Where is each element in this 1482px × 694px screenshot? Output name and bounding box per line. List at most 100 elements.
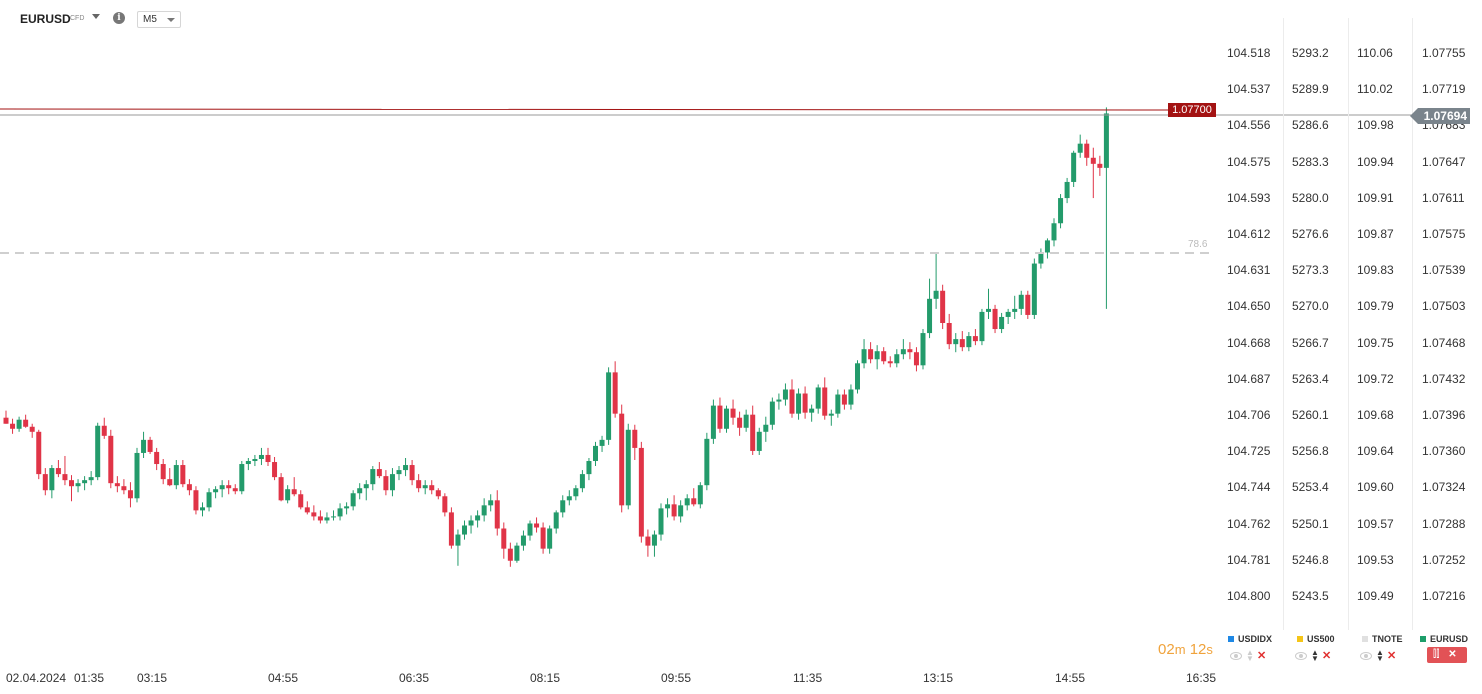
eurusd-tick-label: 1.07468	[1422, 335, 1466, 350]
candle-body	[1097, 163, 1103, 168]
candle-body	[213, 489, 219, 493]
candle-body	[724, 408, 729, 429]
candle-body	[252, 458, 258, 462]
candle-body	[972, 336, 978, 342]
timeframe-select[interactable]: M5	[137, 11, 181, 28]
legend-label: USDIDX	[1238, 634, 1273, 644]
candle-body	[134, 452, 140, 499]
eurusd-tick-label: 1.07252	[1422, 552, 1466, 567]
updown-arrows-icon[interactable]: ▲ ▼	[1311, 647, 1319, 663]
candle-body	[455, 534, 461, 546]
candle-body	[658, 508, 664, 535]
candle-body	[121, 486, 127, 491]
candle-body	[1025, 294, 1031, 315]
eye-icon[interactable]	[1360, 651, 1372, 660]
candle-body	[756, 431, 762, 451]
candle-settings-icon[interactable]: ⫿⫿	[1433, 649, 1440, 660]
us500-tick-label: 5280.0	[1292, 190, 1329, 205]
us500-tick-label: 5293.2	[1292, 46, 1329, 60]
time-tick-label: 14:55	[1055, 671, 1086, 685]
candle-body	[913, 352, 919, 366]
close-icon[interactable]: ✕	[1322, 650, 1332, 662]
close-icon[interactable]: ✕	[1387, 650, 1397, 662]
candle-body	[619, 413, 625, 506]
candle-body	[23, 419, 29, 427]
candle-body	[206, 492, 212, 508]
price-line-tag[interactable]: 1.07700	[1168, 103, 1216, 117]
tnote-tick-label: 109.94	[1357, 154, 1394, 169]
legend-label: US500	[1307, 634, 1335, 644]
candle-body	[841, 394, 847, 405]
candle-body	[331, 516, 336, 518]
candle-body	[95, 425, 101, 478]
candle-body	[29, 426, 35, 432]
candle-body	[167, 479, 173, 486]
candle-body	[848, 389, 854, 405]
candle-body	[815, 387, 821, 409]
legend-tnote[interactable]: TNOTE	[1362, 634, 1403, 644]
candle-body	[874, 351, 880, 360]
candle-body	[953, 339, 959, 345]
candle-body	[272, 462, 278, 478]
candle-body	[147, 439, 153, 452]
tnote-tick-label: 109.57	[1357, 516, 1394, 531]
candle-body	[645, 536, 651, 546]
candle-body	[579, 474, 585, 489]
candle-body	[154, 451, 160, 465]
x-axis-date: 02.04.2024	[6, 671, 67, 685]
eye-icon[interactable]	[1295, 651, 1307, 660]
close-icon[interactable]: ✕	[1448, 649, 1457, 660]
candle-body	[265, 454, 271, 463]
candle-body	[986, 308, 991, 312]
candles-layer	[3, 107, 1109, 567]
candle-body	[383, 476, 389, 491]
candle-body	[200, 507, 205, 511]
usdidx-tick-label: 104.650	[1227, 299, 1271, 314]
tnote-tick-label: 109.64	[1357, 444, 1394, 459]
tnote-tick-label: 109.72	[1357, 371, 1394, 386]
candle-body	[1005, 311, 1011, 317]
candle-body	[606, 372, 612, 440]
eurusd-tick-label: 1.07432	[1422, 371, 1466, 386]
candle-body	[809, 408, 815, 413]
candle-body	[173, 465, 179, 486]
info-icon[interactable]: i	[113, 12, 125, 24]
eurusd-tick-label: 1.07396	[1422, 408, 1466, 422]
candle-body	[10, 423, 16, 429]
eurusd-tick-label: 1.07288	[1422, 516, 1466, 531]
updown-arrows-icon[interactable]: ▲ ▼	[1376, 647, 1384, 663]
candle-body	[671, 504, 677, 517]
candle-body	[959, 339, 965, 348]
candle-body	[946, 322, 952, 345]
symbol-name[interactable]: EURUSD	[20, 12, 71, 26]
candle-body	[1058, 198, 1064, 224]
legend-label: TNOTE	[1372, 634, 1403, 644]
candle-body	[49, 468, 55, 491]
legend-usdidx[interactable]: USDIDX	[1228, 634, 1272, 644]
us500-tick-label: 5286.6	[1292, 118, 1329, 133]
candle-body	[737, 417, 743, 428]
candle-body	[1018, 294, 1024, 309]
eurusd-controls[interactable]: ⫿⫿ ✕	[1427, 647, 1467, 663]
candle-body	[298, 494, 304, 508]
candle-body	[363, 484, 369, 489]
candle-body	[62, 474, 68, 481]
candle-body	[55, 468, 61, 475]
candle-body	[1064, 181, 1070, 199]
legend-eurusd[interactable]: EURUSD	[1420, 634, 1468, 644]
candle-body	[278, 477, 284, 501]
candle-body	[42, 474, 48, 491]
usdidx-tick-label: 104.744	[1227, 480, 1271, 495]
time-tick-label: 01:35	[74, 671, 105, 685]
eurusd-tick-label: 1.07755	[1422, 46, 1466, 60]
eurusd-tick-label: 1.07324	[1422, 480, 1466, 495]
symbol-dropdown-chevron-down-icon[interactable]	[92, 14, 100, 19]
close-icon[interactable]: ✕	[1257, 650, 1267, 662]
updown-arrows-icon[interactable]: ▲ ▼	[1246, 647, 1254, 663]
candle-body	[887, 361, 893, 364]
candle-body	[88, 477, 94, 481]
legend-us500[interactable]: US500	[1297, 634, 1335, 644]
candle-body	[520, 535, 526, 546]
candle-body	[3, 417, 9, 424]
eye-icon[interactable]	[1230, 651, 1242, 660]
